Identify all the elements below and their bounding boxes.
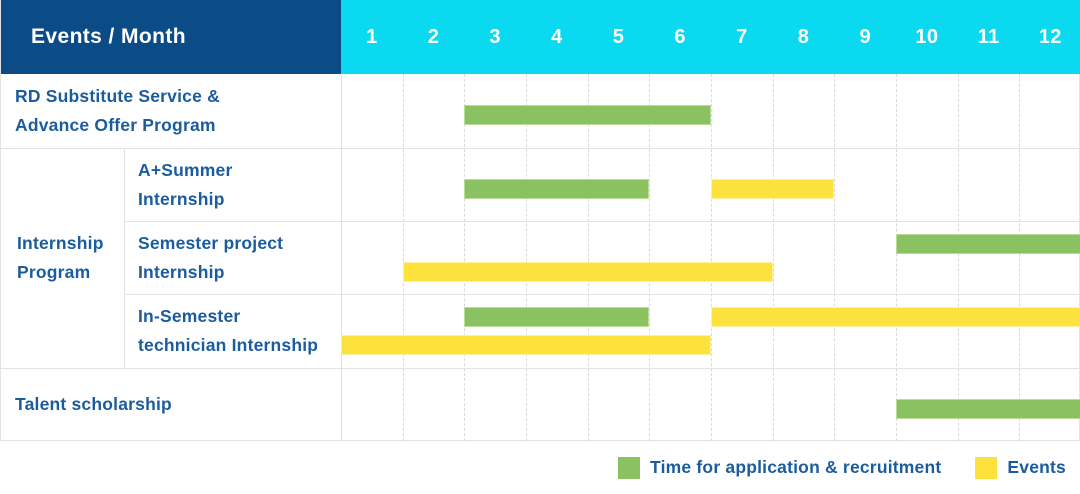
- group-label-line: Internship: [17, 233, 104, 253]
- month-header: 1 2 3 4 5 6 7 8 9 10 11 12: [341, 0, 1080, 74]
- row-separator: [124, 294, 1080, 295]
- month-grid-line: [711, 74, 712, 441]
- row-label-line: Talent scholarship: [15, 394, 172, 414]
- month-grid-line: [587, 74, 589, 441]
- gantt-bar-events: [711, 179, 835, 199]
- row-label-line: A+Summer: [138, 159, 233, 180]
- row-label-line: Internship: [138, 188, 225, 209]
- month-header-cell: 2: [427, 25, 440, 48]
- month-grid-line: [896, 74, 897, 441]
- row-label: Semester project Internship: [124, 221, 341, 294]
- legend-application-label: Time for application & recruitment: [650, 457, 942, 477]
- gantt-bar-events: [402, 262, 773, 282]
- label-column-border: [341, 74, 342, 441]
- month-header-cell: 7: [736, 25, 748, 48]
- gantt-bar-application: [464, 307, 650, 327]
- row-label-line: Internship: [138, 261, 225, 282]
- month-header-cell: 6: [674, 25, 686, 48]
- legend: Time for application & recruitment Event…: [0, 441, 1080, 494]
- month-header-cell: 9: [859, 25, 871, 48]
- gantt-bar-events: [711, 307, 1080, 327]
- month-header-cell: 10: [915, 25, 939, 48]
- group-column-border: [124, 148, 125, 368]
- row-label-line: RD Substitute Service &: [15, 86, 220, 106]
- row-label: In-Semester technician Internship: [124, 294, 341, 368]
- row-label-line: technician Internship: [138, 335, 319, 355]
- gantt-bar-application: [464, 179, 650, 199]
- month-grid-line: [402, 74, 404, 441]
- month-grid-line: [649, 74, 651, 441]
- legend-events-label: Events: [1007, 457, 1066, 477]
- month-header-cell: 4: [551, 25, 563, 48]
- row-separator: [124, 221, 1080, 222]
- month-header-cell: 1: [366, 25, 378, 48]
- month-header-cell: 5: [612, 25, 625, 48]
- row-label-line: In-Semester: [138, 306, 241, 326]
- row-label: A+Summer Internship: [124, 148, 341, 221]
- month-grid-line: [464, 74, 466, 441]
- month-header-cell: 11: [977, 25, 1000, 48]
- month-grid-line: [526, 74, 527, 441]
- gantt-bar-events: [341, 335, 711, 355]
- month-header-cell: 8: [797, 25, 810, 48]
- gantt-bar-application: [896, 234, 1080, 254]
- legend-application-swatch: [618, 456, 641, 479]
- month-header-cell: 3: [489, 25, 501, 48]
- month-grid-line: [772, 74, 774, 441]
- row-label-line: Semester project: [138, 232, 284, 253]
- table-header-row: Events / Month 1 2 3 4 5 6 7 8 9 10 11 12: [1, 0, 1080, 74]
- legend-events-swatch: [975, 456, 998, 479]
- group-label-internship-program: Internship Program: [1, 148, 124, 368]
- table-title-cell: Events / Month: [1, 0, 341, 74]
- row-label-line: Advance Offer Program: [15, 115, 216, 135]
- row-separator: [1, 368, 1080, 369]
- row-label: Talent scholarship: [1, 368, 341, 441]
- gantt-bar-application: [896, 399, 1080, 419]
- row-label: RD Substitute Service & Advance Offer Pro…: [1, 74, 341, 148]
- row-separator: [1, 148, 1080, 149]
- month-header-cell: 12: [1038, 25, 1062, 48]
- month-grid-line: [1019, 74, 1021, 441]
- month-grid-line: [834, 74, 836, 441]
- group-label-line: Program: [17, 262, 91, 282]
- table-title: Events / Month: [31, 25, 186, 48]
- month-grid-line: [957, 74, 959, 441]
- gantt-bar-application: [464, 105, 711, 125]
- events-month-table: Events / Month 1 2 3 4 5 6 7 8 9 10 11 12 Internshi…: [0, 0, 1080, 441]
